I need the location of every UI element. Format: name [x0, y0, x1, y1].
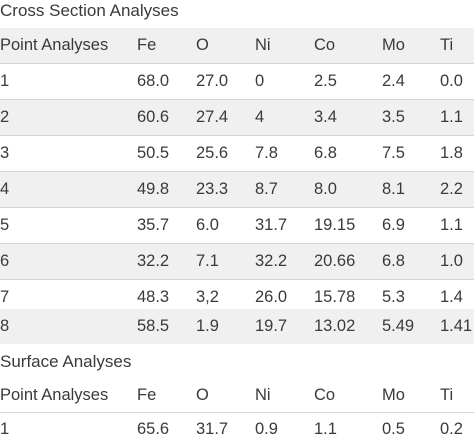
table-cell: 31.7 — [196, 420, 229, 438]
table-row: 1 65.6 31.7 0.9 1.1 0.5 0.2 — [0, 413, 474, 442]
table-cell: 8.7 — [255, 180, 278, 198]
header-cell: Mo — [382, 386, 405, 404]
table-header-row: Point Analyses Fe O Ni Co Mo Ti — [0, 378, 474, 413]
table-cell: 0.2 — [440, 420, 463, 438]
row-divider — [0, 99, 474, 100]
row-divider — [0, 171, 474, 172]
table-cell: 3,2 — [196, 288, 219, 306]
table-header-row: Point Analyses Fe O Ni Co Mo Ti — [0, 28, 474, 63]
table-cell: 8.0 — [314, 180, 337, 198]
table-cell: 35.7 — [137, 216, 170, 234]
table-cell: 1 — [0, 72, 10, 90]
table-cell: 6.8 — [314, 144, 337, 162]
header-cell: Fe — [137, 386, 157, 404]
header-cell: Co — [314, 386, 336, 404]
table-row: 8 58.5 1.9 19.7 13.02 5.49 1.41 — [0, 309, 474, 344]
row-divider — [0, 135, 474, 136]
table-cell: 0 — [255, 72, 265, 90]
table-row: 4 49.8 23.3 8.7 8.0 8.1 2.2 — [0, 172, 474, 207]
table-cell: 6.9 — [382, 216, 405, 234]
table-cell: 60.6 — [137, 108, 170, 126]
table-cell: 6 — [0, 252, 10, 270]
table-cell: 13.02 — [314, 317, 356, 335]
table-cell: 19.15 — [314, 216, 356, 234]
table-cell: 19.7 — [255, 317, 288, 335]
table-cell: 1.4 — [440, 288, 463, 306]
table-cell: 25.6 — [196, 144, 229, 162]
header-cell: Ni — [255, 36, 271, 54]
table-cell: 1.0 — [440, 252, 463, 270]
table-cell: 1.8 — [440, 144, 463, 162]
table-cell: 5.3 — [382, 288, 405, 306]
table-cell: 6.8 — [382, 252, 405, 270]
table-cell: 7.1 — [196, 252, 219, 270]
table-cell: 48.3 — [137, 288, 170, 306]
header-cell: Ti — [440, 386, 454, 404]
table-cell: 6.0 — [196, 216, 219, 234]
table-cell: 0.5 — [382, 420, 405, 438]
table-cell: 27.0 — [196, 72, 229, 90]
table-cell: 0.9 — [255, 420, 278, 438]
table-cell: 7.5 — [382, 144, 405, 162]
table-cell: 1.1 — [314, 420, 337, 438]
table-cell: 2 — [0, 108, 10, 126]
table-cell: 8 — [0, 317, 10, 335]
table-cell: 50.5 — [137, 144, 170, 162]
surface-title: Surface Analyses — [0, 352, 132, 371]
table-cell: 65.6 — [137, 420, 170, 438]
header-cell: Ni — [255, 386, 271, 404]
table-cell: 1.1 — [440, 216, 463, 234]
table-row: 5 35.7 6.0 31.7 19.15 6.9 1.1 — [0, 208, 474, 243]
table-cell: 31.7 — [255, 216, 288, 234]
table-cell: 7.8 — [255, 144, 278, 162]
header-cell: O — [196, 36, 209, 54]
table-cell: 15.78 — [314, 288, 356, 306]
table-cell: 5.49 — [382, 317, 415, 335]
table-cell: 3 — [0, 144, 10, 162]
cross-section-title: Cross Section Analyses — [0, 1, 179, 20]
table-cell: 27.4 — [196, 108, 229, 126]
row-divider — [0, 243, 474, 244]
table-cell: 32.2 — [137, 252, 170, 270]
header-cell: O — [196, 386, 209, 404]
table-cell: 2.5 — [314, 72, 337, 90]
table-cell: 4 — [0, 180, 10, 198]
table-cell: 68.0 — [137, 72, 170, 90]
row-divider — [0, 412, 474, 413]
table-cell: 8.1 — [382, 180, 405, 198]
table-cell: 26.0 — [255, 288, 288, 306]
row-divider — [0, 207, 474, 208]
table-cell: 1.41 — [440, 317, 473, 335]
table-row: 1 68.0 27.0 0 2.5 2.4 0.0 — [0, 64, 474, 99]
table-row: 2 60.6 27.4 4 3.4 3.5 1.1 — [0, 100, 474, 135]
table-row: 7 48.3 3,2 26.0 15.78 5.3 1.4 — [0, 280, 474, 315]
table-cell: 1.9 — [196, 317, 219, 335]
table-cell: 4 — [255, 108, 265, 126]
table-cell: 23.3 — [196, 180, 229, 198]
table-cell: 0.0 — [440, 72, 463, 90]
header-cell: Point Analyses — [0, 36, 109, 54]
table-cell: 2.4 — [382, 72, 405, 90]
table-cell: 2.2 — [440, 180, 463, 198]
table-cell: 7 — [0, 288, 10, 306]
header-cell: Co — [314, 36, 336, 54]
header-cell: Ti — [440, 36, 454, 54]
header-cell: Fe — [137, 36, 157, 54]
table-cell: 5 — [0, 216, 10, 234]
table-cell: 3.4 — [314, 108, 337, 126]
row-divider — [0, 279, 474, 280]
table-row: 6 32.2 7.1 32.2 20.66 6.8 1.0 — [0, 244, 474, 279]
header-cell: Point Analyses — [0, 386, 109, 404]
table-cell: 1.1 — [440, 108, 463, 126]
table-cell: 1 — [0, 420, 10, 438]
table-cell: 3.5 — [382, 108, 405, 126]
table-cell: 32.2 — [255, 252, 288, 270]
header-cell: Mo — [382, 36, 405, 54]
row-divider — [0, 63, 474, 64]
table-cell: 49.8 — [137, 180, 170, 198]
table-cell: 20.66 — [314, 252, 356, 270]
table-row: 3 50.5 25.6 7.8 6.8 7.5 1.8 — [0, 136, 474, 171]
table-cell: 58.5 — [137, 317, 170, 335]
